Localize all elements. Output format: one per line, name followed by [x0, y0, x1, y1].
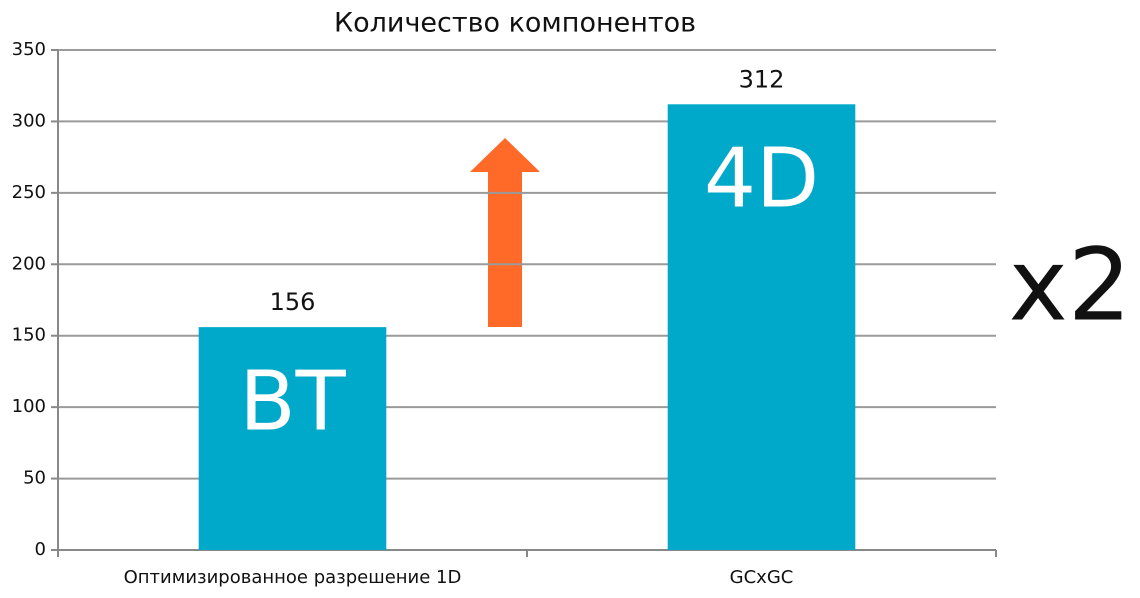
data-label: 312 — [739, 65, 785, 93]
y-tick-label: 150 — [12, 325, 46, 346]
y-tick-label: 350 — [12, 39, 46, 60]
x-tick-label: GCxGC — [730, 567, 794, 588]
chart-title: Количество компонентов — [334, 8, 696, 39]
y-tick-label: 300 — [12, 110, 46, 131]
x-tick-label: Оптимизированное разрешение 1D — [124, 567, 462, 588]
y-tick-label: 50 — [23, 468, 46, 489]
data-label: 156 — [270, 288, 316, 316]
y-tick-label: 0 — [35, 539, 46, 560]
bar — [667, 104, 856, 551]
increase-arrow — [470, 138, 540, 327]
y-tick-label: 100 — [12, 396, 46, 417]
multiplier-annotation: x2 — [1009, 226, 1132, 343]
bar — [198, 327, 387, 550]
bar-label: BT — [239, 355, 346, 450]
y-tick-label: 200 — [12, 253, 46, 274]
y-tick-label: 250 — [12, 182, 46, 203]
bar-label: 4D — [704, 132, 819, 227]
